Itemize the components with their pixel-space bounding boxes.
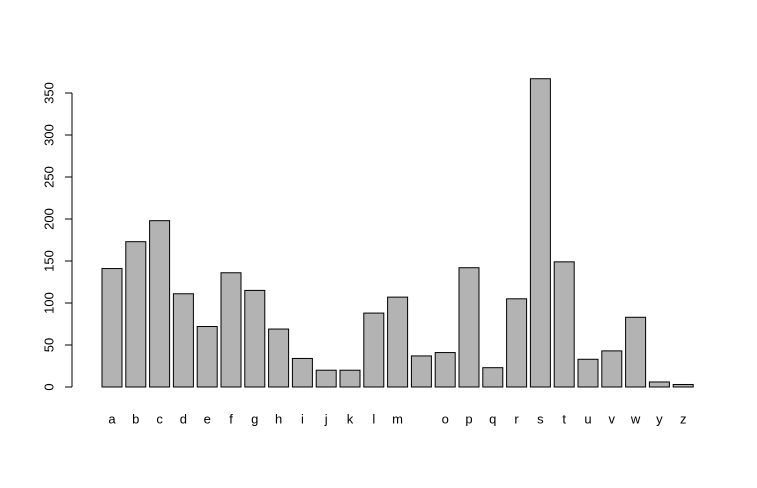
bar bbox=[125, 241, 147, 388]
x-tick-label: q bbox=[489, 411, 496, 426]
x-tick-label: i bbox=[301, 411, 304, 426]
x-tick-label: m bbox=[392, 411, 403, 426]
bar bbox=[291, 357, 313, 388]
bar bbox=[220, 272, 242, 388]
bar bbox=[196, 326, 218, 388]
y-tick-label: 0 bbox=[41, 383, 56, 390]
x-tick-label: h bbox=[275, 411, 282, 426]
y-tick-label: 100 bbox=[41, 292, 56, 314]
x-tick-label: b bbox=[132, 411, 139, 426]
x-tick-label: j bbox=[324, 411, 328, 426]
y-tick-label: 350 bbox=[41, 82, 56, 104]
bar bbox=[434, 352, 456, 388]
bar bbox=[601, 350, 623, 388]
x-tick-label: r bbox=[514, 411, 519, 426]
bar bbox=[339, 369, 361, 388]
y-tick-label: 300 bbox=[41, 124, 56, 146]
y-tick-label: 150 bbox=[41, 250, 56, 272]
bar bbox=[101, 268, 123, 388]
bar bbox=[529, 78, 551, 388]
bar bbox=[387, 296, 409, 388]
x-tick-label: v bbox=[609, 411, 616, 426]
y-tick-label: 50 bbox=[41, 338, 56, 352]
bar bbox=[244, 289, 266, 388]
bar bbox=[672, 383, 694, 388]
x-tick-label: y bbox=[656, 411, 663, 426]
x-tick-label: p bbox=[465, 411, 472, 426]
x-tick-label: k bbox=[347, 411, 354, 426]
bar bbox=[625, 316, 647, 388]
bar bbox=[458, 267, 480, 388]
x-tick-label: g bbox=[251, 411, 258, 426]
bar bbox=[172, 293, 194, 388]
bar bbox=[577, 358, 599, 388]
x-tick-label: d bbox=[180, 411, 187, 426]
bar bbox=[315, 369, 337, 388]
x-tick-label: a bbox=[108, 411, 116, 426]
bar bbox=[482, 367, 504, 388]
bar bbox=[149, 220, 171, 388]
x-tick-label: u bbox=[584, 411, 591, 426]
x-tick-label: l bbox=[372, 411, 375, 426]
x-tick-label: o bbox=[442, 411, 449, 426]
bar bbox=[648, 381, 670, 388]
x-tick-label: s bbox=[537, 411, 544, 426]
x-tick-label: f bbox=[229, 411, 233, 426]
bar bbox=[506, 298, 528, 388]
x-tick-label: t bbox=[562, 411, 566, 426]
x-tick-label: e bbox=[204, 411, 211, 426]
x-tick-label: z bbox=[680, 411, 687, 426]
bar bbox=[553, 261, 575, 388]
x-tick-label: w bbox=[630, 411, 641, 426]
x-tick-label: c bbox=[156, 411, 163, 426]
y-tick-label: 250 bbox=[41, 166, 56, 188]
bar bbox=[363, 312, 385, 388]
y-tick-label: 200 bbox=[41, 208, 56, 230]
bar bbox=[268, 328, 290, 388]
bar bbox=[410, 355, 432, 388]
